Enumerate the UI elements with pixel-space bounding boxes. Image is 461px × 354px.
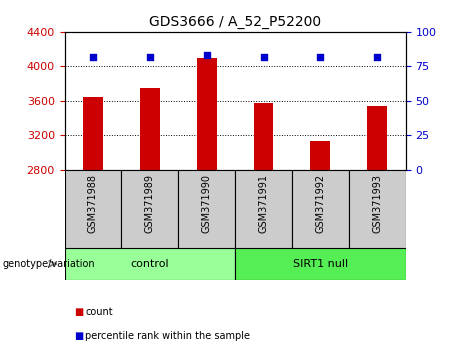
Text: GSM371990: GSM371990 (201, 174, 212, 233)
Bar (65, 170, 121, 248)
Bar (83, 97, 103, 170)
Point (260, 54, 267, 59)
Point (146, 54, 154, 59)
Bar (178, 170, 235, 248)
Text: ■: ■ (74, 307, 83, 316)
Bar (235, 170, 292, 248)
Point (373, 54, 381, 59)
Title: GDS3666 / A_52_P52200: GDS3666 / A_52_P52200 (149, 16, 321, 29)
Bar (254, 103, 273, 170)
Point (203, 52, 210, 58)
Bar (292, 170, 349, 248)
Bar (367, 106, 387, 170)
Text: control: control (130, 259, 169, 269)
Point (89, 54, 97, 59)
Bar (349, 170, 406, 248)
Bar (310, 142, 331, 170)
Text: GSM371992: GSM371992 (315, 174, 325, 233)
Text: count: count (85, 307, 113, 316)
Text: GSM371993: GSM371993 (372, 174, 382, 233)
Text: ■: ■ (74, 331, 83, 341)
Bar (235, 248, 406, 280)
Bar (140, 88, 160, 170)
Text: GSM371989: GSM371989 (145, 174, 155, 233)
Text: GSM371991: GSM371991 (259, 174, 269, 233)
Text: percentile rank within the sample: percentile rank within the sample (85, 331, 250, 341)
Text: SIRT1 null: SIRT1 null (293, 259, 348, 269)
Text: GSM371988: GSM371988 (88, 174, 98, 233)
Bar (197, 58, 217, 170)
Point (317, 54, 324, 59)
Bar (121, 170, 178, 248)
Text: genotype/variation: genotype/variation (2, 259, 95, 269)
Bar (65, 248, 235, 280)
